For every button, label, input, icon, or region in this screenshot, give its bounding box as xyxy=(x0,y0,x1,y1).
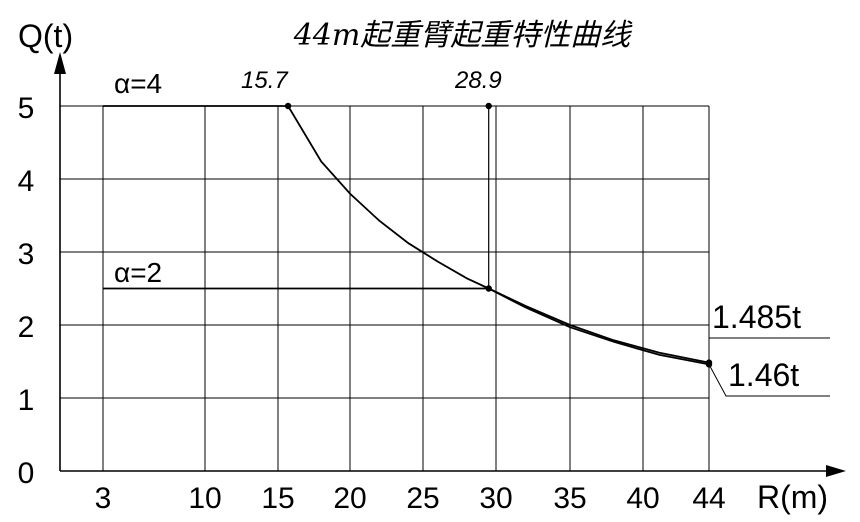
x-tick-label: 25 xyxy=(406,482,439,515)
x-tick-label: 10 xyxy=(188,482,221,515)
y-axis-arrow-icon xyxy=(54,52,66,74)
x-tick-label: 30 xyxy=(479,482,512,515)
kink-point xyxy=(485,285,492,292)
y-tick-label: 5 xyxy=(18,92,35,125)
labels: 0 1 2 3 4 5 3 10 15 20 25 30 35 40 44 xyxy=(18,92,830,515)
x-tick-label: 20 xyxy=(333,482,366,515)
y-tick-label: 3 xyxy=(18,238,35,271)
x-tick-label: 35 xyxy=(553,482,586,515)
leader-line-1-485t xyxy=(708,337,830,363)
y-axis-label: Q(t) xyxy=(18,18,73,54)
marker-label-15-7: 15.7 xyxy=(241,67,289,94)
x-axis-label: R(m) xyxy=(757,479,828,515)
y-tick-label: 2 xyxy=(18,311,35,344)
chart-title: 44m起重臂起重特性曲线 xyxy=(293,18,634,53)
x-tick-label: 15 xyxy=(261,482,294,515)
x-tick-label: 3 xyxy=(95,482,112,515)
series-label-alpha-2: α=2 xyxy=(114,257,162,288)
series-label-alpha-4: α=4 xyxy=(114,68,162,99)
leader-line-1-46t xyxy=(708,364,830,397)
x-axis-arrow-icon xyxy=(826,465,846,477)
grid xyxy=(60,105,710,471)
endpoint-2 xyxy=(705,361,713,368)
series-layer xyxy=(103,102,713,368)
x-tick-label: 44 xyxy=(692,482,725,515)
marker-point-1 xyxy=(284,102,292,110)
y-tick-label: 4 xyxy=(18,165,35,198)
axes xyxy=(54,52,846,477)
end-label-1-46t: 1.46t xyxy=(728,357,799,393)
x-tick-label: 40 xyxy=(626,482,659,515)
series-line-2 xyxy=(103,287,710,366)
end-label-1-485t: 1.485t xyxy=(712,299,801,335)
y-tick-label: 1 xyxy=(18,384,35,417)
marker-label-28-9: 28.9 xyxy=(454,67,502,94)
series-line-1 xyxy=(103,105,710,364)
y-tick-label: 0 xyxy=(18,457,35,490)
marker-point-2 xyxy=(485,102,492,110)
